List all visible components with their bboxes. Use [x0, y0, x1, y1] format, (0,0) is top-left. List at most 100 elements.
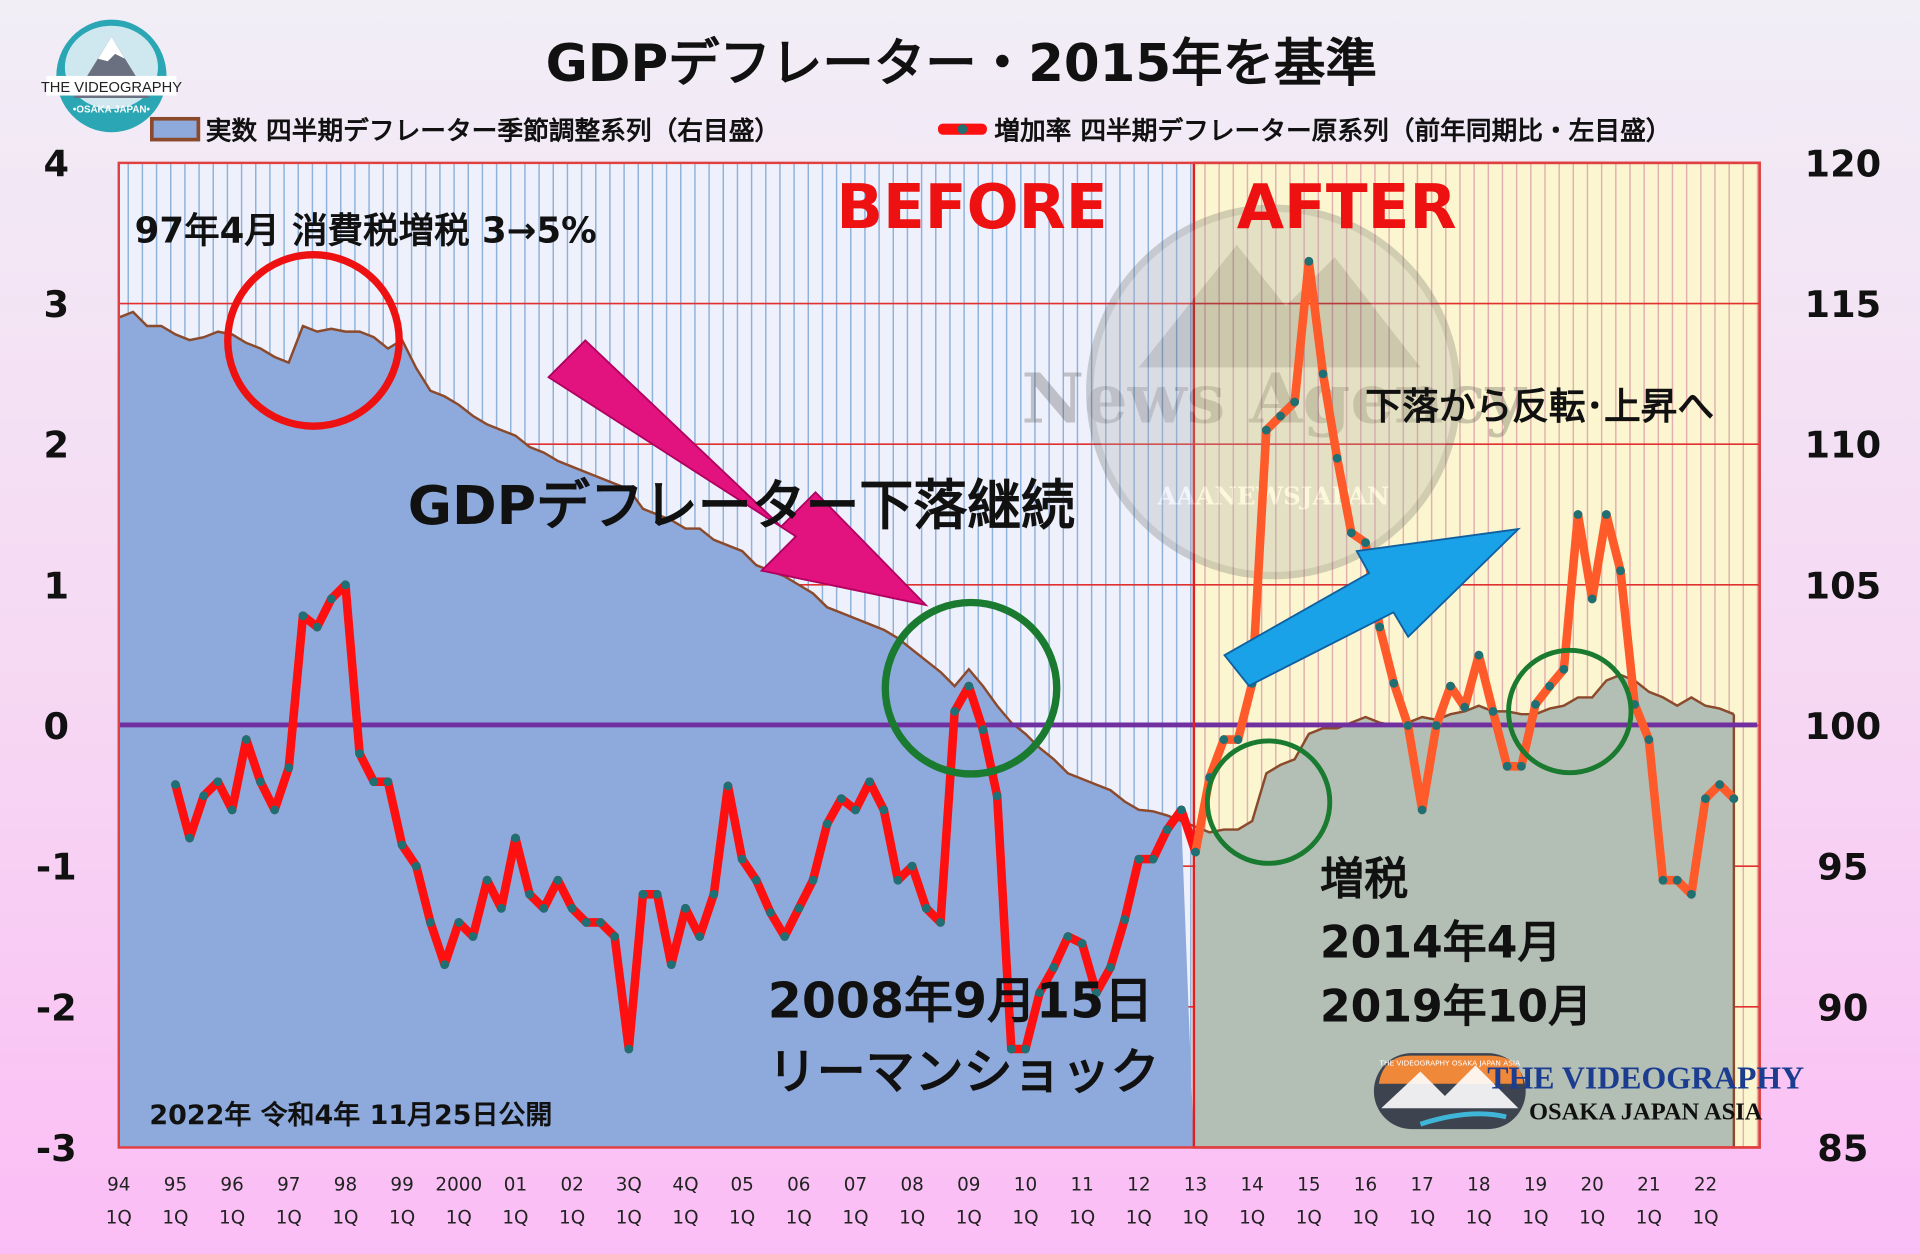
line-point [397, 840, 407, 850]
line-point [851, 805, 860, 815]
y-left-tick-label: -3 [36, 1127, 77, 1170]
line-segment [1488, 707, 1512, 771]
line-segment [1644, 735, 1668, 885]
y-right-tick-label: 120 [1805, 142, 1882, 185]
line-point [1162, 825, 1172, 834]
line-segment [185, 791, 209, 843]
line-segment [284, 611, 308, 772]
line-point [695, 932, 705, 941]
plot-border [117, 161, 1761, 1149]
line-point [1658, 875, 1668, 885]
tax-1997-annotation: 97年4月 消費税増税 3→5% [135, 210, 597, 251]
line-segment [978, 725, 1002, 801]
line-segment [1332, 453, 1356, 538]
line-point [681, 903, 690, 913]
line-point [1672, 875, 1682, 885]
logo-bottom-sub: OSAKA JAPAN ASIA [1529, 1098, 1763, 1125]
legend: 実数 四半期デフレーター季節調整系列（右目盛） 増加率 四半期デフレーター原系列… [150, 116, 1671, 147]
x-tick-label: 1Q [1012, 1207, 1038, 1228]
x-tick-label: 1Q [559, 1207, 585, 1228]
line-point [256, 777, 265, 787]
line-point [964, 681, 974, 691]
x-tick-label: 1Q [1296, 1207, 1322, 1228]
line-point [624, 1044, 634, 1054]
line-series [171, 256, 1739, 1054]
legend-area-swatch [150, 116, 201, 142]
legend-line-label: 増加率 四半期デフレーター原系列（前年同期比・左目盛） [994, 116, 1671, 147]
line-point [1106, 963, 1115, 972]
line-point [1587, 594, 1597, 604]
line-point [1332, 453, 1342, 463]
x-tick-label: 1Q [1692, 1207, 1718, 1228]
line-point [836, 794, 846, 804]
videography-logo-bottom: THE VIDEOGRAPHY OSAKA JAPAN ASIA THE VID… [1373, 1053, 1804, 1130]
line-segment [497, 833, 520, 913]
y-right-tick-label: 110 [1805, 424, 1882, 467]
line-point [1346, 528, 1356, 538]
line-segment [1474, 650, 1498, 716]
line-point [567, 903, 577, 913]
x-tick-label: 21 [1637, 1174, 1660, 1195]
line-segment [1630, 700, 1654, 744]
y-left-tick-label: -2 [36, 986, 77, 1029]
line-segment [1602, 510, 1625, 576]
line-segment [1587, 510, 1611, 604]
line-segment [1616, 566, 1639, 709]
line-point [1021, 1044, 1030, 1054]
x-tick-label: 1Q [729, 1207, 755, 1228]
line-point [1460, 702, 1470, 712]
line-point [1531, 699, 1540, 709]
line-segment [1035, 963, 1059, 998]
x-tick-label: 3Q [616, 1174, 642, 1195]
line-point [1276, 411, 1285, 421]
line-point [482, 875, 492, 885]
x-tick-label: 99 [390, 1174, 413, 1195]
line-point [411, 861, 421, 871]
x-tick-label: 4Q [672, 1174, 698, 1195]
x-tick-label: 08 [900, 1174, 923, 1195]
line-segment [907, 861, 931, 913]
line-point [950, 707, 960, 716]
x-tick-label: 1Q [1579, 1207, 1605, 1228]
line-point [822, 819, 832, 829]
line-segment [270, 763, 294, 815]
x-tick-label: 17 [1410, 1174, 1433, 1195]
after-label: AFTER [1237, 172, 1457, 243]
logo-top-sub: •OSAKA JAPAN• [73, 105, 151, 116]
line-point [808, 875, 818, 885]
line-point [581, 918, 591, 927]
line-point [751, 875, 761, 885]
x-tick-label: 06 [787, 1174, 810, 1195]
line-point [369, 777, 379, 787]
y-left-tick-label: 2 [44, 424, 70, 467]
x-tick-label: 94 [107, 1174, 130, 1195]
line-point [1573, 510, 1583, 519]
line-point [1148, 854, 1158, 864]
line-point [1049, 963, 1059, 972]
line-point [227, 805, 237, 815]
line-segment [936, 707, 959, 927]
line-segment [383, 777, 407, 850]
line-segment [1318, 369, 1342, 463]
line-segment [355, 749, 379, 787]
line-point [1077, 939, 1087, 948]
line-point [312, 622, 322, 632]
line-point [496, 903, 506, 913]
line-point [1290, 397, 1300, 407]
line-segment [808, 819, 832, 885]
line-segment [624, 889, 648, 1054]
line-point [511, 833, 520, 843]
x-tick-label: 20 [1580, 1174, 1603, 1195]
watermark-banner: AAANEWSJAPAN [1157, 482, 1390, 511]
decline-arrow [547, 339, 929, 607]
line-point [1361, 538, 1370, 548]
line-point [1417, 805, 1427, 815]
line-segment [1687, 794, 1710, 899]
x-tick-label: 10 [1014, 1174, 1037, 1195]
line-segment [511, 833, 534, 899]
x-tick-label: 95 [164, 1174, 187, 1195]
x-tick-label: 1Q [899, 1207, 925, 1228]
line-point [284, 763, 294, 773]
y-left-tick-label: 0 [44, 705, 70, 748]
line-point [355, 749, 365, 759]
